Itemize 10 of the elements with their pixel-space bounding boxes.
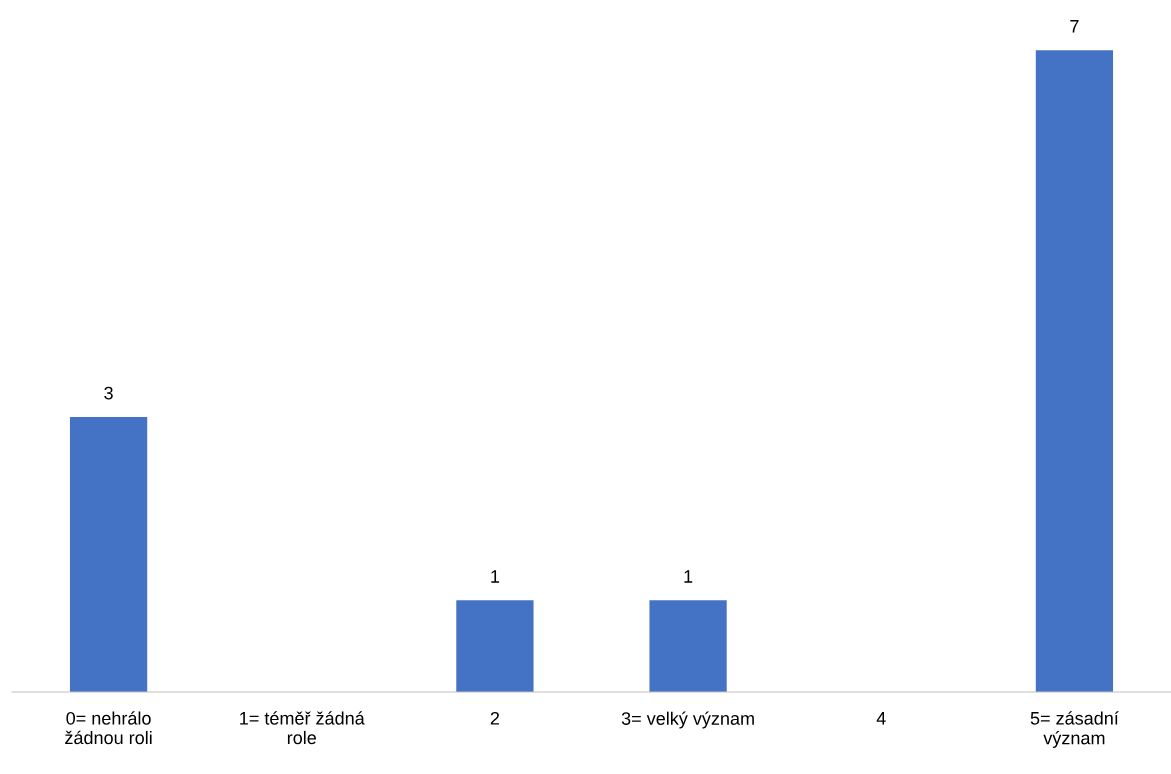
data-label: 1 <box>491 570 500 583</box>
x-tick-label: 5= zásadní význam <box>1030 711 1119 748</box>
x-tick-label: 2 <box>490 711 500 725</box>
x-tick-label: 3= velký význam <box>621 711 754 729</box>
x-tick-label: 0= nehrálo žádnou roli <box>65 711 152 745</box>
data-label: 3 <box>104 386 113 400</box>
x-tick-label: 1= téměř žádná role <box>240 711 365 745</box>
data-label: 1 <box>684 570 693 583</box>
data-label: 7 <box>1070 20 1079 33</box>
x-tick-label: 4 <box>876 712 886 725</box>
